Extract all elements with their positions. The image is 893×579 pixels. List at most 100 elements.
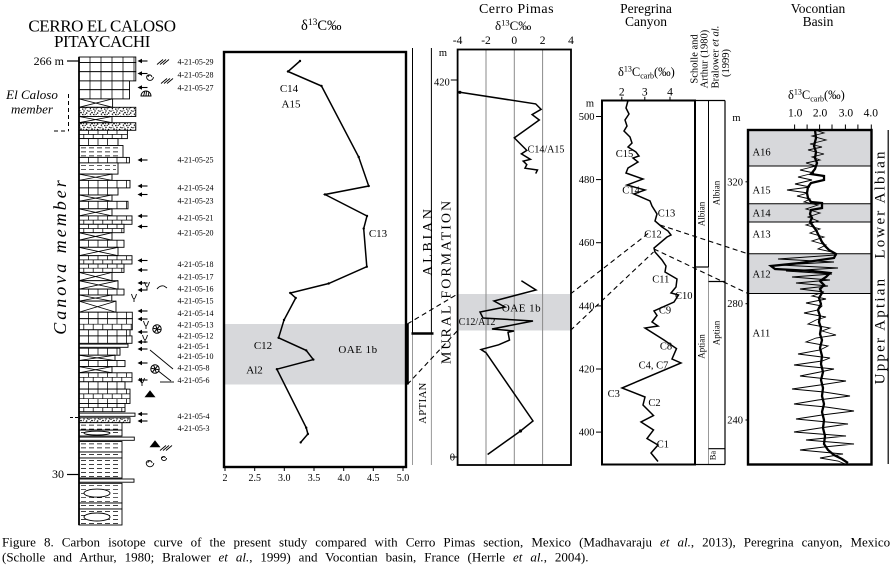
svg-text:m: m (586, 99, 594, 110)
svg-text:A14: A14 (753, 209, 772, 220)
svg-text:Canova member: Canova member (50, 177, 70, 334)
svg-text:C11: C11 (652, 275, 669, 286)
svg-text:3.0: 3.0 (278, 473, 291, 484)
svg-text:Scholle and: Scholle and (690, 34, 701, 84)
svg-text:Lower Albian: Lower Albian (873, 149, 889, 258)
svg-text:Albian: Albian (697, 201, 707, 226)
svg-text:4-21-05-23: 4-21-05-23 (178, 196, 214, 205)
svg-text:30: 30 (52, 467, 64, 481)
svg-text:MURAL FORMATION: MURAL FORMATION (440, 199, 455, 364)
svg-text:δ13C‰: δ13C‰ (301, 18, 342, 34)
svg-text:266 m: 266 m (34, 54, 65, 68)
svg-text:A16: A16 (753, 148, 771, 159)
svg-text:2: 2 (223, 473, 228, 484)
svg-text:2: 2 (540, 35, 546, 47)
svg-text:APTIAN: APTIAN (418, 382, 429, 424)
svg-text:4-21-05-29: 4-21-05-29 (178, 57, 214, 66)
svg-text:3.0: 3.0 (839, 108, 854, 120)
svg-text:δ13Ccarb(‰): δ13Ccarb(‰) (788, 88, 845, 104)
svg-text:-2: -2 (481, 35, 491, 47)
svg-text:1.0: 1.0 (788, 108, 803, 120)
svg-text:Cerro Pimas: Cerro Pimas (479, 2, 554, 17)
svg-text:4-21-05-21: 4-21-05-21 (178, 213, 214, 222)
svg-text:C1: C1 (657, 440, 669, 451)
svg-text:4-21-05-10: 4-21-05-10 (178, 352, 214, 361)
svg-text:Al2: Al2 (246, 365, 263, 377)
svg-text:0: 0 (511, 35, 517, 47)
svg-text:Arthur (1980): Arthur (1980) (700, 29, 711, 88)
svg-text:OAE 1b: OAE 1b (338, 344, 377, 356)
svg-text:Ba: Ba (708, 451, 718, 461)
svg-text:m: m (732, 113, 740, 124)
svg-text:Vocontian: Vocontian (791, 1, 846, 16)
svg-text:CERRO EL CALOSO: CERRO EL CALOSO (28, 17, 175, 36)
svg-text:4: 4 (667, 87, 673, 99)
svg-text:4-21-05-17: 4-21-05-17 (178, 272, 214, 281)
svg-text:4-21-05-28: 4-21-05-28 (178, 70, 214, 79)
svg-text:C14: C14 (622, 186, 640, 197)
svg-text:Bralower et al.: Bralower et al. (711, 26, 722, 89)
svg-text:2.5: 2.5 (248, 473, 261, 484)
svg-text:A13: A13 (753, 230, 771, 241)
svg-text:Figure 8. Carbon isotope curve: Figure 8. Carbon isotope curve of the pr… (2, 535, 890, 550)
svg-text:4.5: 4.5 (367, 473, 380, 484)
svg-text:400: 400 (579, 428, 595, 439)
svg-text:C8: C8 (660, 342, 672, 353)
svg-text:δ13Ccarb(‰): δ13Ccarb(‰) (618, 65, 675, 81)
svg-text:member: member (11, 102, 54, 117)
svg-text:Albian: Albian (712, 180, 722, 205)
svg-text:4-21-05-18: 4-21-05-18 (178, 260, 214, 269)
svg-text:5.0: 5.0 (397, 473, 410, 484)
svg-text:4: 4 (568, 35, 574, 47)
svg-text:4-21-05-15: 4-21-05-15 (178, 296, 214, 305)
svg-text:4-21-05-14: 4-21-05-14 (178, 309, 214, 318)
svg-text:4.0: 4.0 (864, 108, 879, 120)
svg-text:4-21-05-1: 4-21-05-1 (178, 342, 210, 351)
svg-text:4-21-05-13: 4-21-05-13 (178, 320, 214, 329)
svg-text:Peregrina: Peregrina (620, 1, 672, 16)
svg-text:PITAYCACHI: PITAYCACHI (54, 32, 151, 51)
svg-text:C3: C3 (608, 389, 620, 400)
svg-text:Upper Aptian: Upper Aptian (873, 277, 889, 385)
svg-text:480: 480 (579, 175, 595, 186)
svg-text:Aptian: Aptian (712, 320, 722, 345)
svg-text:(Scholle and Arthur, 1980; Bra: (Scholle and Arthur, 1980; Bralower et a… (2, 550, 589, 565)
svg-text:A11: A11 (753, 329, 771, 340)
svg-text:C12: C12 (254, 340, 272, 352)
svg-text:ALBIAN: ALBIAN (421, 206, 436, 276)
svg-text:El Caloso: El Caloso (5, 87, 58, 102)
svg-text:C13: C13 (369, 228, 388, 240)
svg-text:C10: C10 (675, 291, 693, 302)
svg-text:C13: C13 (658, 209, 676, 220)
svg-text:440: 440 (579, 301, 595, 312)
svg-text:δ13C‰: δ13C‰ (495, 18, 531, 34)
svg-text:C2: C2 (648, 398, 660, 409)
svg-text:4-21-05-4: 4-21-05-4 (178, 412, 210, 421)
svg-text:460: 460 (579, 238, 595, 249)
svg-text:C14: C14 (280, 83, 299, 95)
svg-text:C9: C9 (659, 306, 671, 317)
svg-text:C14/A15: C14/A15 (528, 145, 565, 156)
svg-text:m: m (439, 48, 447, 59)
svg-text:0: 0 (450, 453, 455, 464)
svg-text:4-21-05-3: 4-21-05-3 (178, 424, 210, 433)
svg-text:3.5: 3.5 (308, 473, 321, 484)
svg-text:A15: A15 (282, 99, 301, 111)
svg-text:2.0: 2.0 (813, 108, 828, 120)
svg-text:Canyon: Canyon (625, 14, 667, 29)
svg-text:4-21-05-24: 4-21-05-24 (178, 183, 214, 192)
svg-text:420: 420 (434, 78, 450, 89)
svg-text:(1999): (1999) (721, 49, 732, 77)
svg-text:A15: A15 (753, 186, 771, 197)
svg-text:280: 280 (727, 299, 743, 310)
svg-text:C15: C15 (616, 149, 634, 160)
svg-text:500: 500 (579, 112, 595, 123)
svg-text:3: 3 (642, 87, 648, 99)
svg-text:Aptian: Aptian (697, 334, 707, 359)
svg-text:4-21-05-27: 4-21-05-27 (178, 83, 214, 92)
svg-text:4-21-05-20: 4-21-05-20 (178, 228, 214, 237)
svg-text:4-21-05-12: 4-21-05-12 (178, 331, 214, 340)
svg-text:240: 240 (727, 416, 743, 427)
svg-text:2: 2 (619, 87, 625, 99)
svg-text:C12/A12: C12/A12 (459, 317, 496, 328)
